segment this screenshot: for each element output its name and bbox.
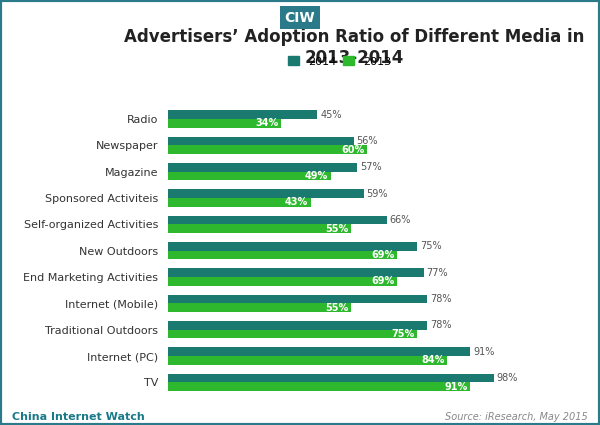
Text: 78%: 78% bbox=[430, 320, 451, 330]
Bar bbox=[168, 119, 281, 128]
Text: 75%: 75% bbox=[391, 329, 415, 339]
Bar bbox=[168, 163, 358, 172]
Text: 45%: 45% bbox=[320, 110, 341, 120]
Bar bbox=[168, 277, 397, 286]
Text: 55%: 55% bbox=[325, 303, 348, 313]
Text: CIW: CIW bbox=[284, 11, 316, 25]
Text: 49%: 49% bbox=[305, 171, 328, 181]
Text: 91%: 91% bbox=[445, 382, 467, 392]
Bar bbox=[168, 330, 417, 338]
Bar bbox=[168, 295, 427, 303]
Text: 69%: 69% bbox=[371, 276, 395, 286]
Bar bbox=[168, 198, 311, 207]
Text: 69%: 69% bbox=[371, 250, 395, 260]
Bar bbox=[168, 251, 397, 259]
Text: 56%: 56% bbox=[356, 136, 378, 146]
Legend: 2014, 2013: 2014, 2013 bbox=[286, 54, 393, 69]
Bar bbox=[168, 242, 417, 251]
Bar bbox=[168, 374, 493, 382]
Bar bbox=[168, 145, 367, 154]
Bar bbox=[168, 303, 350, 312]
Bar bbox=[168, 224, 350, 233]
Bar bbox=[168, 347, 470, 356]
Text: 34%: 34% bbox=[255, 119, 278, 128]
Text: China Internet Watch: China Internet Watch bbox=[12, 411, 145, 422]
Text: 66%: 66% bbox=[390, 215, 411, 225]
Text: 60%: 60% bbox=[341, 145, 365, 155]
Bar bbox=[168, 216, 387, 224]
Text: 91%: 91% bbox=[473, 347, 494, 357]
Bar bbox=[168, 269, 424, 277]
Text: 57%: 57% bbox=[360, 162, 382, 173]
Text: 84%: 84% bbox=[421, 355, 445, 366]
Text: Source: iResearch, May 2015: Source: iResearch, May 2015 bbox=[445, 411, 588, 422]
Title: Advertisers’ Adoption Ratio of Different Media in
2013-2014: Advertisers’ Adoption Ratio of Different… bbox=[124, 28, 584, 67]
Text: 43%: 43% bbox=[285, 198, 308, 207]
Text: 59%: 59% bbox=[367, 189, 388, 199]
Text: 55%: 55% bbox=[325, 224, 348, 234]
Bar bbox=[168, 321, 427, 330]
Text: 98%: 98% bbox=[496, 373, 518, 383]
Bar bbox=[168, 172, 331, 181]
Text: 77%: 77% bbox=[427, 268, 448, 278]
Bar bbox=[168, 137, 354, 145]
Bar bbox=[168, 382, 470, 391]
Text: 78%: 78% bbox=[430, 294, 451, 304]
Bar bbox=[168, 110, 317, 119]
Text: 75%: 75% bbox=[420, 241, 442, 252]
Bar bbox=[168, 190, 364, 198]
Bar bbox=[168, 356, 447, 365]
